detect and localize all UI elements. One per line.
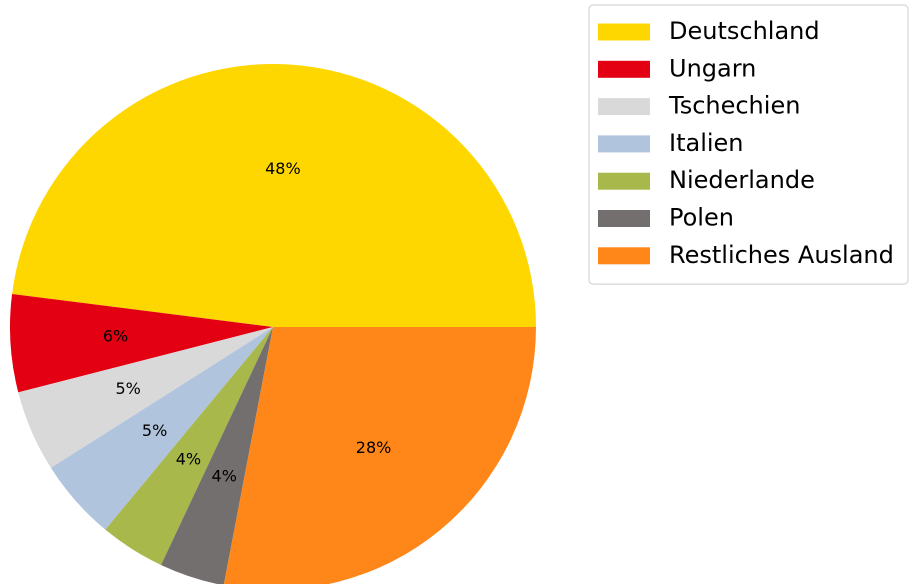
legend-label: Italien [669, 129, 744, 157]
legend-swatch [598, 98, 650, 116]
legend-swatch [598, 135, 650, 153]
slice-label: 6% [103, 326, 128, 345]
slice-label: 48% [265, 159, 301, 178]
legend-swatch [598, 210, 650, 227]
pie-slice [18, 327, 273, 468]
pie-slice [161, 327, 273, 584]
legend-label: Restliches Ausland [669, 241, 894, 269]
legend-label: Tschechien [668, 92, 800, 120]
legend-label: Ungarn [669, 54, 756, 82]
legend-swatch [598, 172, 650, 190]
pie-slice [10, 294, 274, 393]
slice-label: 4% [176, 450, 201, 469]
legend-swatch [598, 247, 650, 265]
legend-box [588, 4, 909, 285]
legend-label: Niederlande [669, 166, 815, 194]
slice-label: 5% [115, 379, 140, 398]
legend-label: Deutschland [669, 17, 820, 45]
pie-slice [223, 327, 536, 584]
slice-label: 28% [356, 438, 392, 457]
legend-swatch [598, 23, 650, 41]
pie-slice [12, 63, 536, 327]
legend-label: Polen [669, 204, 734, 232]
slice-label: 4% [212, 467, 237, 486]
pie-slice [105, 327, 274, 565]
pie-slice [50, 327, 273, 530]
legend-swatch [598, 60, 650, 78]
slice-label: 5% [142, 421, 167, 440]
